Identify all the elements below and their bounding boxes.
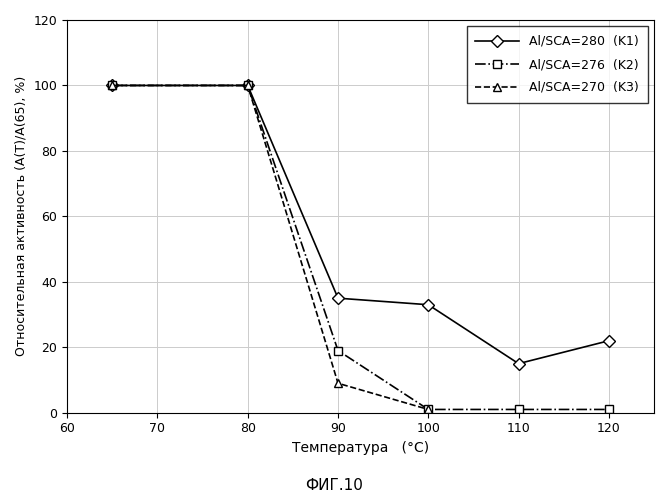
- Al/SCA=270  (K3): [424, 406, 432, 412]
- Al/SCA=276  (K2): [514, 406, 522, 412]
- Line: Al/SCA=270  (K3): Al/SCA=270 (K3): [108, 82, 432, 413]
- Al/SCA=280  (K1): [244, 82, 252, 88]
- Al/SCA=276  (K2): [605, 406, 613, 412]
- Al/SCA=280  (K1): [514, 360, 522, 366]
- Y-axis label: Относительная активность (A(T)/A(65), %): Относительная активность (A(T)/A(65), %): [15, 76, 28, 356]
- Al/SCA=280  (K1): [108, 82, 116, 88]
- X-axis label: Температура   (°С): Температура (°С): [292, 441, 429, 455]
- Al/SCA=270  (K3): [244, 82, 252, 88]
- Al/SCA=270  (K3): [108, 82, 116, 88]
- Al/SCA=276  (K2): [244, 82, 252, 88]
- Al/SCA=280  (K1): [605, 338, 613, 344]
- Al/SCA=276  (K2): [108, 82, 116, 88]
- Al/SCA=276  (K2): [424, 406, 432, 412]
- Al/SCA=280  (K1): [424, 302, 432, 308]
- Al/SCA=280  (K1): [334, 295, 342, 301]
- Line: Al/SCA=276  (K2): Al/SCA=276 (K2): [108, 82, 613, 413]
- Text: ФИГ.10: ФИГ.10: [306, 478, 363, 493]
- Al/SCA=276  (K2): [334, 348, 342, 354]
- Legend: Al/SCA=280  (K1), Al/SCA=276  (K2), Al/SCA=270  (K3): Al/SCA=280 (K1), Al/SCA=276 (K2), Al/SCA…: [467, 26, 648, 103]
- Line: Al/SCA=280  (K1): Al/SCA=280 (K1): [108, 82, 613, 368]
- Al/SCA=270  (K3): [334, 380, 342, 386]
